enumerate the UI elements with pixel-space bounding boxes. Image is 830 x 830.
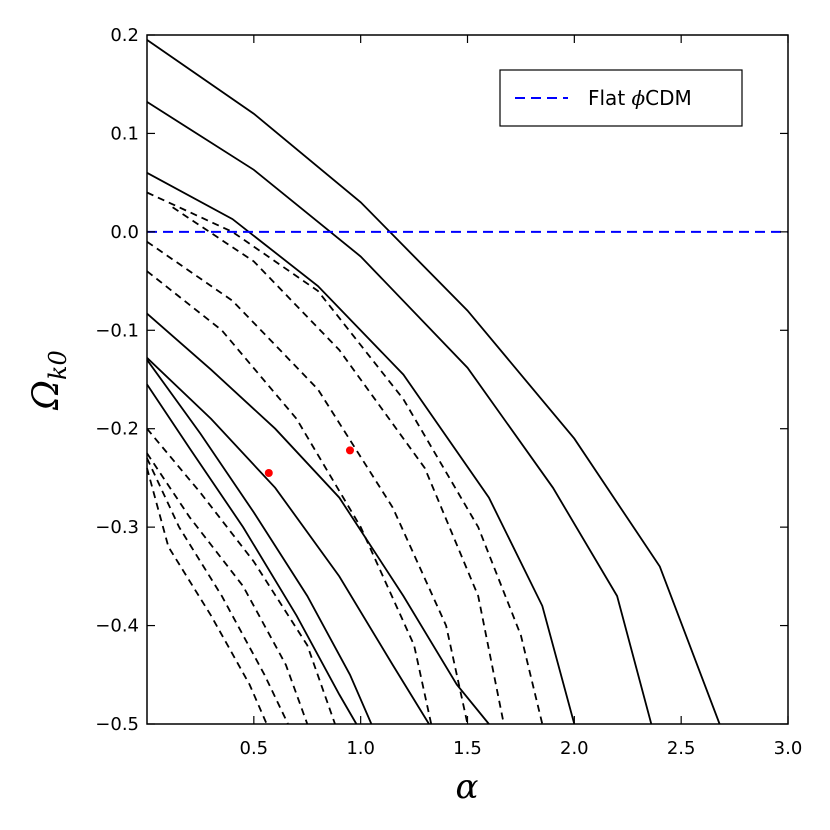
y-tick-label: −0.1 [95,320,139,341]
dashed-contour-10 [146,270,433,725]
solid-contour-4 [146,357,430,725]
x-tick-label: 1.0 [346,738,375,759]
dashed-contour-7 [146,191,544,725]
contour-curves [146,39,721,725]
x-tick-label: 3.0 [774,738,803,759]
legend: Flat ϕCDM [499,69,743,127]
best-fit-point-0 [264,469,273,478]
y-axis-label: Ωk0 [26,350,72,411]
y-tick-label: −0.3 [95,517,139,538]
solid-contour-2 [146,172,576,725]
x-tick-label: 1.5 [453,738,482,759]
dashed-contour-13 [146,457,289,725]
x-axis-label: α [456,767,479,807]
dashed-contour-11 [146,428,336,725]
axis-ticks: 0.5 1.0 1.5 2.0 2.5 3.0 0.2 0.1 0.0 −0.1 −0.2 −0.3 −… [95,25,802,759]
solid-contour-1 [146,101,653,725]
y-axis-label-sub: k0 [44,350,72,380]
y-tick-label: −0.2 [95,419,139,440]
y-axis-label-main: Ω [26,380,67,411]
y-tick-label: 0.1 [110,123,139,144]
y-tick-label: −0.4 [95,616,139,637]
best-fit-point-1 [345,446,354,455]
y-axis-label-text: Ωk0 [26,350,72,411]
legend-label-symbol: ϕ [632,86,646,110]
y-tick-label: −0.5 [95,714,139,735]
solid-contour-3 [146,312,490,725]
y-tick-label: 0.0 [110,222,139,243]
legend-label-prefix: Flat [588,86,632,110]
solid-contour-6 [146,383,358,725]
dashed-contour-9 [146,240,469,725]
dashed-contour-8 [172,206,505,725]
dashed-contour-12 [146,452,309,725]
solid-contour-0 [146,39,721,725]
dashed-contour-14 [146,467,268,725]
legend-label-suffix: CDM [645,86,692,110]
legend-label: Flat ϕCDM [588,86,692,110]
x-tick-label: 0.5 [240,738,269,759]
plot-frame [146,34,789,725]
y-tick-label: 0.2 [110,25,139,46]
x-tick-label: 2.5 [667,738,696,759]
x-tick-label: 2.0 [560,738,589,759]
solid-contour-5 [146,359,373,725]
best-fit-markers [264,446,354,478]
